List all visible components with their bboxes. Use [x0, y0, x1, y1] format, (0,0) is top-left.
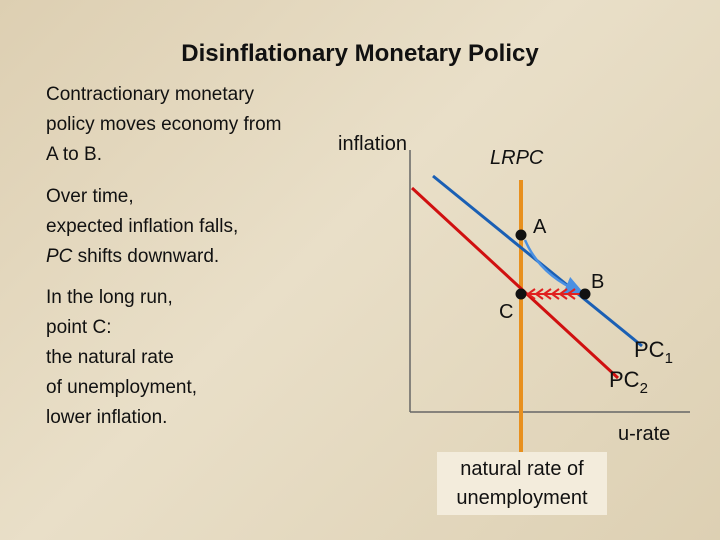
note-line: lower inflation. [46, 407, 168, 428]
pc-subscript: 2 [640, 380, 648, 397]
pc-label: PC [609, 367, 640, 392]
return-arrows [526, 288, 580, 300]
note-line: the natural rate [46, 347, 174, 368]
note-italic: PC [46, 246, 73, 267]
note-line: point C: [46, 317, 112, 338]
note-line: A to B. [46, 144, 102, 165]
note-line: In the long run, [46, 287, 173, 308]
y-axis-label: inflation [338, 133, 407, 155]
pc-subscript: 1 [665, 350, 673, 367]
pc2-line [410, 186, 620, 380]
note-line: Over time, [46, 186, 134, 207]
lrpc-label: LRPC [490, 147, 544, 169]
note-text: shifts downward. [72, 246, 220, 267]
point [515, 288, 527, 300]
point [579, 288, 591, 300]
note-line: expected inflation falls, [46, 216, 239, 237]
pc1-label: PC1 [634, 337, 673, 367]
note-line: of unemployment, [46, 377, 198, 398]
note-1: Contractionary monetary policy moves eco… [46, 80, 281, 170]
note-line: Contractionary monetary [46, 84, 255, 105]
slide-title: Disinflationary Monetary Policy [181, 40, 539, 67]
pc2-label: PC2 [609, 367, 648, 397]
point-label: B [591, 271, 604, 293]
note-line: policy moves economy from [46, 114, 282, 135]
point [515, 229, 527, 241]
pc-label: PC [634, 337, 665, 362]
label-box [437, 452, 607, 515]
x-axis-label: u-rate [618, 423, 670, 445]
note-2: Over time, expected inflation falls, PC … [46, 182, 238, 272]
natural-rate-label: unemployment [456, 487, 588, 509]
point-label: C [499, 301, 513, 323]
point-label: A [533, 216, 547, 238]
note-3: In the long run, point C: the natural ra… [46, 283, 197, 433]
note-line: PC shifts downward. [46, 242, 238, 272]
natural-rate-label: natural rate of [460, 458, 584, 480]
shift-arrow [523, 239, 585, 296]
